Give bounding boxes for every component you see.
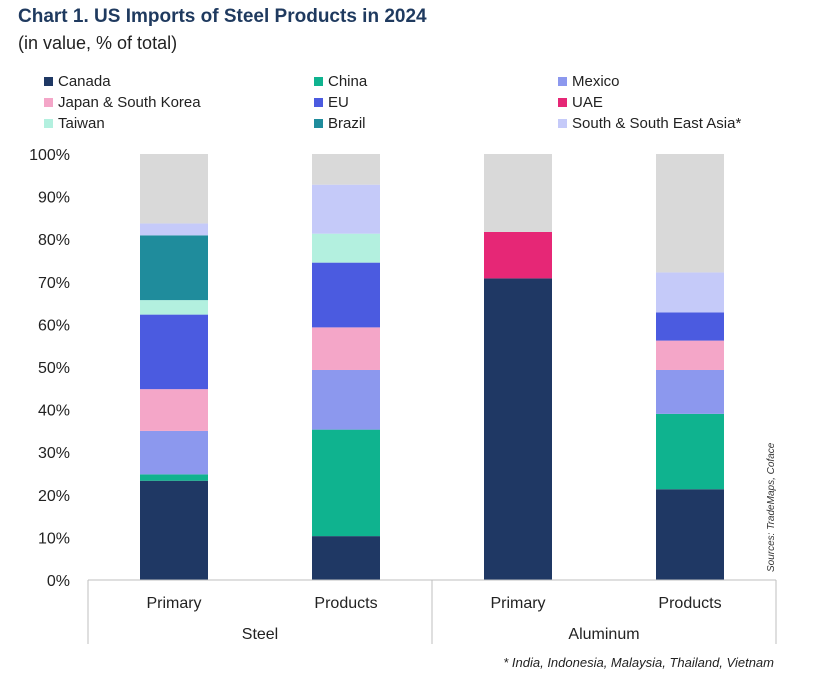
chart-subtitle: (in value, % of total) [18, 33, 178, 53]
legend-label: Brazil [328, 115, 366, 132]
legend-item: Mexico [558, 72, 620, 92]
legend-label: Taiwan [58, 115, 105, 132]
source-note: Sources: TradeMaps, Coface [766, 442, 777, 572]
legend-swatch [558, 77, 567, 86]
legend-item: China [314, 72, 367, 92]
legend-label: South & South East Asia* [572, 115, 742, 132]
bar-segment [656, 340, 724, 370]
y-tick-label: 20% [38, 488, 70, 505]
group-label: Aluminum [568, 626, 639, 643]
legend-swatch [558, 119, 567, 128]
legend-label: China [328, 73, 368, 90]
bar-segment [484, 231, 552, 279]
bar-segment [656, 369, 724, 414]
bar-segment [312, 184, 380, 234]
legend-swatch [558, 98, 567, 107]
y-tick-label: 80% [38, 232, 70, 249]
bar-segment [312, 429, 380, 537]
bar-segment [312, 369, 380, 430]
bar-segment [484, 154, 552, 232]
bar-segment [656, 272, 724, 313]
y-tick-label: 50% [38, 360, 70, 377]
footnote: * India, Indonesia, Malaysia, Thailand, … [503, 655, 774, 670]
bar-segment [140, 480, 208, 580]
bar-segment [312, 536, 380, 580]
legend-item: Brazil [314, 114, 366, 134]
legend-label: UAE [572, 94, 603, 111]
x-tick-label: Primary [490, 595, 545, 612]
y-tick-label: 60% [38, 317, 70, 334]
legend-item: UAE [558, 93, 603, 113]
legend-swatch [314, 119, 323, 128]
legend-item: South & South East Asia* [558, 114, 741, 134]
bar-segment [484, 278, 552, 580]
group-label: Steel [242, 626, 278, 643]
legend-swatch [314, 77, 323, 86]
bar-segment [140, 314, 208, 390]
chart-title: Chart 1. US Imports of Steel Products in… [18, 6, 427, 27]
legend-label: Japan & South Korea [58, 94, 201, 111]
legend-swatch [314, 98, 323, 107]
bar-segment [140, 223, 208, 236]
y-tick-label: 90% [38, 190, 70, 207]
bar-segment [312, 262, 380, 328]
bar-segment [312, 233, 380, 263]
legend-swatch [44, 77, 53, 86]
bar-segment [140, 430, 208, 475]
bar-segment [140, 300, 208, 315]
legend-label: Mexico [572, 73, 620, 90]
bar-segment [312, 154, 380, 185]
legend-item: Canada [44, 72, 111, 92]
bar-segment [656, 489, 724, 580]
y-tick-label: 40% [38, 403, 70, 420]
legend-item: Taiwan [44, 114, 105, 134]
bar-segment [140, 389, 208, 431]
bar-segment [312, 327, 380, 370]
bar-segment [656, 154, 724, 273]
bar-segment [656, 312, 724, 341]
legend-swatch [44, 119, 53, 128]
y-tick-label: 10% [38, 530, 70, 547]
bar-segment [140, 235, 208, 301]
y-tick-label: 0% [47, 573, 70, 590]
legend-label: EU [328, 94, 349, 111]
y-tick-label: 70% [38, 275, 70, 292]
bar-segment [656, 413, 724, 490]
x-tick-label: Products [314, 595, 377, 612]
bar-segment [140, 474, 208, 481]
legend-item: Japan & South Korea [44, 93, 201, 113]
legend-swatch [44, 98, 53, 107]
y-tick-label: 30% [38, 445, 70, 462]
bar-segment [140, 154, 208, 224]
legend-item: EU [314, 93, 349, 113]
y-tick-label: 100% [29, 147, 70, 164]
legend-label: Canada [58, 73, 111, 90]
x-tick-label: Primary [146, 595, 201, 612]
x-tick-label: Products [658, 595, 721, 612]
